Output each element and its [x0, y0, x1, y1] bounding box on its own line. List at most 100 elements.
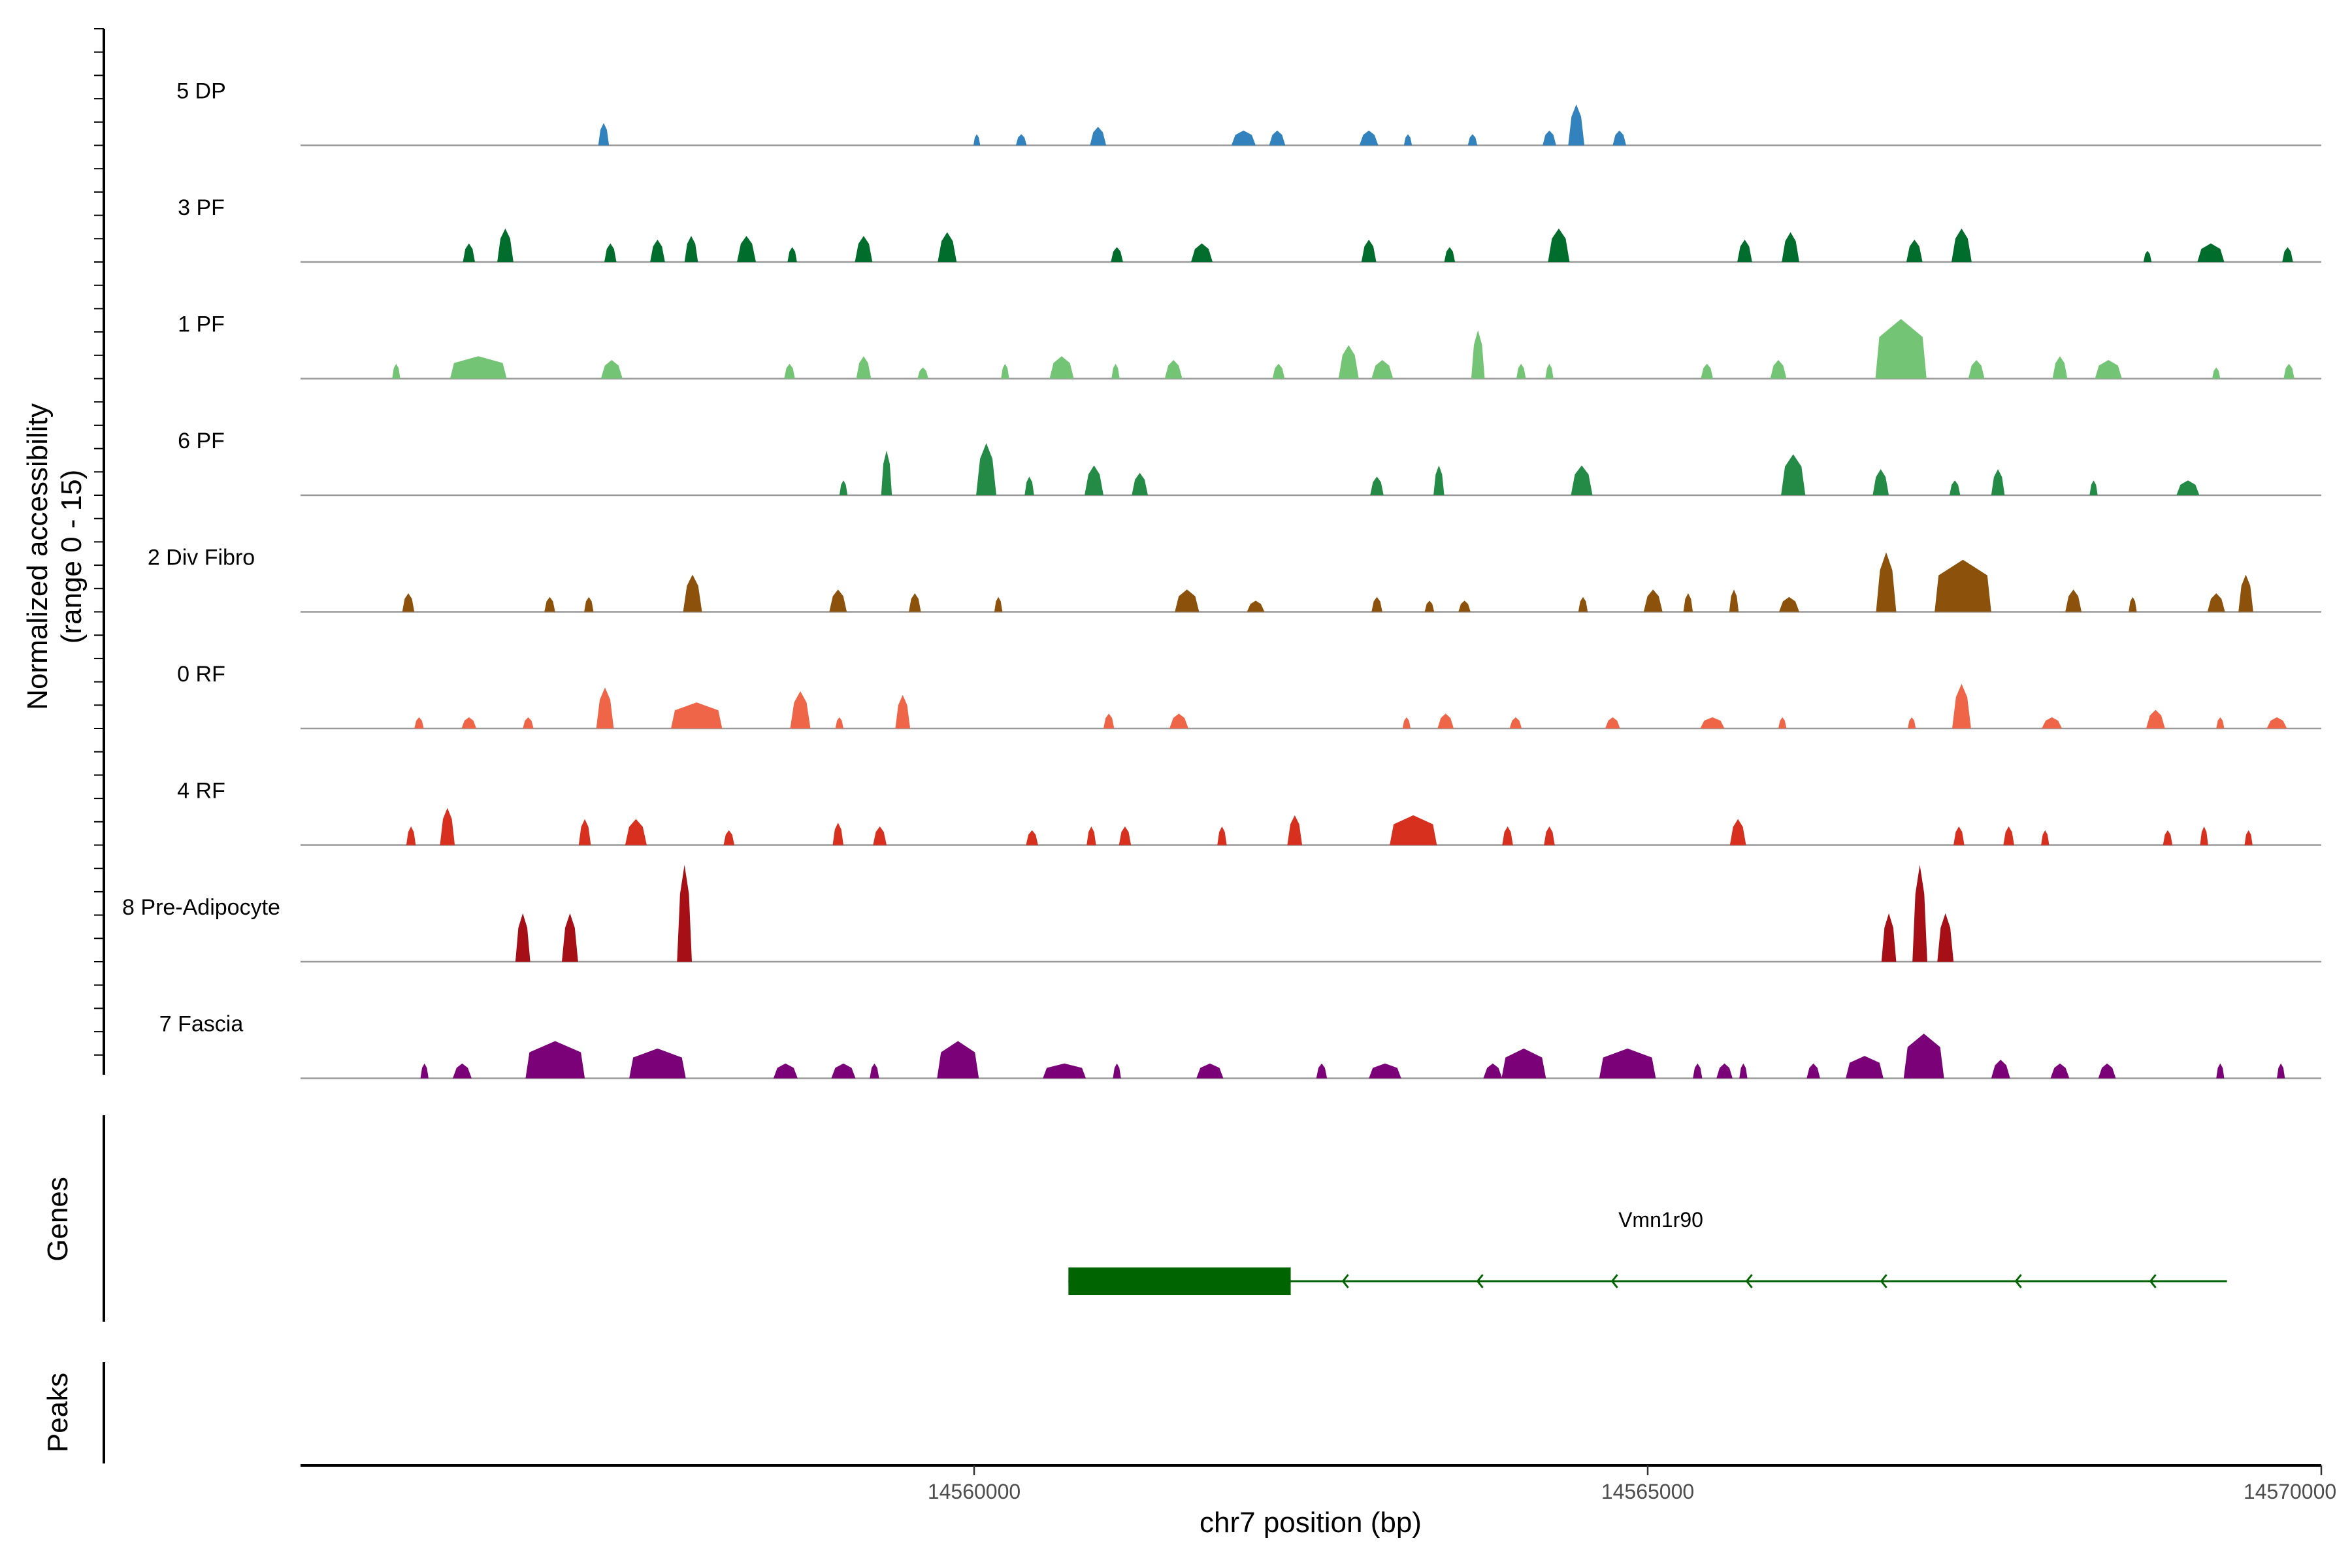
coverage-peak	[1231, 130, 1256, 146]
coverage-peak	[1683, 593, 1693, 612]
coverage-peak	[784, 363, 795, 379]
coverage-peak	[1770, 360, 1787, 379]
coverage-peak	[1287, 815, 1303, 845]
coverage-peak	[1111, 363, 1120, 379]
coverage-peak	[1175, 589, 1200, 612]
gene-vmn1r90: Vmn1r90	[1068, 1208, 2227, 1295]
coverage-peak	[829, 589, 847, 612]
coverage-peak	[895, 694, 911, 728]
genes-panel: Genes Vmn1r90	[42, 1115, 2227, 1322]
strand-arrow	[2014, 1274, 2022, 1288]
strand-arrow	[1880, 1274, 1887, 1288]
track-label: 3 PF	[178, 195, 225, 220]
coverage-peak	[650, 239, 665, 262]
coverage-peak	[2244, 830, 2253, 845]
coverage-peak	[1991, 1060, 2010, 1079]
coverage-peak	[1953, 826, 1965, 845]
coverage-peak	[1338, 345, 1359, 379]
coverage-peak	[2041, 830, 2050, 845]
coverage-peak	[1578, 596, 1588, 612]
coverage-peak	[1272, 363, 1285, 379]
track-4-rf: 4 RF	[177, 779, 2321, 846]
coverage-peak	[2266, 717, 2287, 728]
coverage-peak	[1247, 600, 1265, 612]
coverage-peak	[1370, 476, 1384, 495]
coverage-peak	[2176, 480, 2200, 495]
coverage-peak	[1402, 717, 1411, 728]
coverage-peak	[1548, 228, 1570, 262]
coverage-peak	[832, 823, 843, 845]
coverage-peak	[1612, 130, 1626, 146]
coverage-peak	[677, 864, 692, 962]
coverage-peak	[596, 687, 614, 728]
genes-panel-title: Genes	[42, 1177, 74, 1262]
coverage-peak	[578, 819, 591, 845]
coverage-peak	[773, 1063, 798, 1079]
track-1-pf: 1 PF	[178, 312, 2321, 380]
coverage-peak	[1359, 130, 1379, 146]
coverage-peak	[1501, 1048, 1546, 1079]
track-label: 6 PF	[178, 429, 225, 453]
coverage-peak	[1371, 360, 1394, 379]
coverage-peak	[1991, 469, 2005, 495]
coverage-peak	[1369, 1063, 1401, 1079]
coverage-peak	[1952, 228, 1972, 262]
coverage-peak	[1778, 717, 1787, 728]
x-axis: 14560000 14565000 14570000 chr7 position (…	[301, 1464, 2336, 1539]
coverage-peak	[1103, 713, 1115, 728]
coverage-peak	[1700, 717, 1725, 728]
coverage-y-axis: Normalized accessibility (range 0 - 15)	[22, 28, 105, 1075]
coverage-peak	[2050, 1063, 2070, 1079]
coverage-peak	[737, 236, 756, 262]
coverage-peak	[461, 717, 477, 728]
coverage-peak	[2163, 830, 2173, 845]
coverage-peak	[1599, 1048, 1656, 1079]
coverage-peak	[1693, 1063, 1703, 1079]
coverage-peak	[856, 356, 872, 379]
coverage-peak	[1543, 130, 1556, 146]
track-3-pf: 3 PF	[178, 195, 2321, 263]
coverage-peak	[1437, 713, 1454, 728]
coverage-peak	[1049, 356, 1074, 379]
coverage-peak	[1545, 363, 1554, 379]
coverage-peak	[2098, 1063, 2116, 1079]
track-label: 4 RF	[177, 779, 225, 804]
coverage-peak	[870, 1063, 879, 1079]
track-6-pf: 6 PF	[178, 429, 2321, 497]
coverage-peak	[2146, 710, 2165, 728]
coverage-peak	[1024, 476, 1034, 495]
coverage-peak	[1544, 826, 1555, 845]
strand-arrow	[1476, 1274, 1484, 1288]
coverage-peak	[1949, 480, 1961, 495]
coverage-peak	[1217, 826, 1227, 845]
coverage-peak	[1458, 600, 1471, 612]
coverage-peak	[1132, 472, 1148, 495]
coverage-peak	[1390, 815, 1437, 845]
coverage-peak	[1643, 589, 1663, 612]
coverage-peak	[873, 826, 887, 845]
coverage-peak	[2095, 360, 2122, 379]
coverage-peak	[2197, 243, 2225, 262]
y-axis-subtitle: (range 0 - 15)	[56, 470, 88, 644]
track-0-rf: 0 RF	[177, 662, 2321, 730]
x-tick-label: 14570000	[2244, 1480, 2336, 1503]
coverage-peak	[625, 819, 647, 845]
strand-arrow	[1745, 1274, 1753, 1288]
coverage-peak	[2212, 367, 2221, 379]
coverage-peak	[2200, 826, 2208, 845]
coverage-peak	[855, 236, 873, 262]
coverage-peak	[598, 123, 610, 146]
coverage-peak	[1739, 1063, 1748, 1079]
coverage-peak	[562, 913, 578, 962]
coverage-peak	[1937, 913, 1954, 962]
track-8-pre-adipocyte: 8 Pre-Adipocyte	[122, 864, 2321, 963]
coverage-peak	[2277, 1063, 2285, 1079]
peaks-panel: Peaks	[42, 1362, 105, 1463]
coverage-peak	[1806, 1063, 1820, 1079]
x-axis-title: chr7 position (bp)	[1200, 1507, 1422, 1539]
track-label: 1 PF	[178, 312, 225, 337]
track-label: 8 Pre-Adipocyte	[122, 895, 280, 920]
track-5-dp: 5 DP	[176, 79, 2321, 146]
coverage-peak	[1433, 465, 1445, 495]
